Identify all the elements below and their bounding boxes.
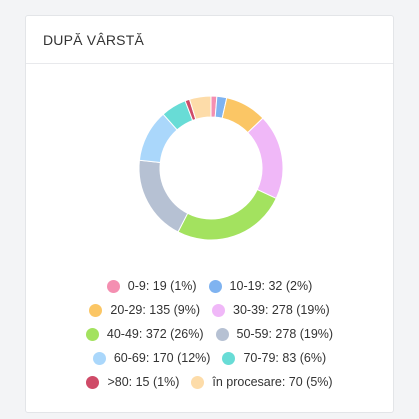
legend-swatch [212,303,226,317]
legend-label: 10-19: 32 (2%) [229,279,313,293]
legend-label: 30-39: 278 (19%) [233,303,330,317]
legend-row: >80: 15 (1%) în procesare: 70 (5%) [26,370,393,394]
legend-label: în procesare: 70 (5%) [212,375,333,389]
legend-item[interactable]: 60-69: 170 (12%) [92,351,211,365]
legend-row: 40-49: 372 (26%) 50-59: 278 (19%) [26,322,393,346]
legend-row: 60-69: 170 (12%) 70-79: 83 (6%) [26,346,393,370]
legend-item[interactable]: >80: 15 (1%) [86,375,179,389]
donut-slice-n-procesare[interactable] [188,95,212,120]
legend-item[interactable]: 20-29: 135 (9%) [89,303,200,317]
legend-swatch [191,375,205,389]
legend-label: 40-49: 372 (26%) [106,327,204,341]
legend-swatch [92,351,106,365]
legend-swatch [89,303,103,317]
legend-item[interactable]: 40-49: 372 (26%) [85,327,204,341]
legend-label: 60-69: 170 (12%) [113,351,211,365]
legend-swatch [215,327,229,341]
legend-label: >80: 15 (1%) [107,375,180,389]
legend-row: 0-9: 19 (1%) 10-19: 32 (2%) [26,274,393,298]
age-distribution-card: DUPĂ VÂRSTĂ 0-9: 19 (1%) 10-19: 32 (2%) 20… [25,15,394,413]
legend-item[interactable]: 10-19: 32 (2%) [208,279,313,293]
legend-swatch [106,279,120,293]
legend-label: 0-9: 19 (1%) [127,279,197,293]
donut-slice-50-59[interactable] [138,159,189,233]
legend-label: 70-79: 83 (6%) [243,351,327,365]
legend-swatch [86,375,100,389]
donut-chart-area [26,64,393,274]
legend-row: 20-29: 135 (9%) 30-39: 278 (19%) [26,298,393,322]
legend-label: 50-59: 278 (19%) [236,327,334,341]
card-title: DUPĂ VÂRSTĂ [43,32,144,48]
legend-swatch [208,279,222,293]
legend-item[interactable]: 70-79: 83 (6%) [222,351,326,365]
donut-chart [138,95,284,241]
legend-item[interactable]: 50-59: 278 (19%) [215,327,334,341]
donut-slice-30-39[interactable] [247,117,284,200]
legend-swatch [222,351,236,365]
legend-label: 20-29: 135 (9%) [110,303,201,317]
legend-item[interactable]: în procesare: 70 (5%) [191,375,333,389]
legend-item[interactable]: 0-9: 19 (1%) [106,279,197,293]
donut-slice-40-49[interactable] [177,188,277,241]
card-header: DUPĂ VÂRSTĂ [26,16,393,64]
legend-swatch [85,327,99,341]
chart-legend: 0-9: 19 (1%) 10-19: 32 (2%) 20-29: 135 (9%… [26,274,393,394]
legend-item[interactable]: 30-39: 278 (19%) [212,303,330,317]
